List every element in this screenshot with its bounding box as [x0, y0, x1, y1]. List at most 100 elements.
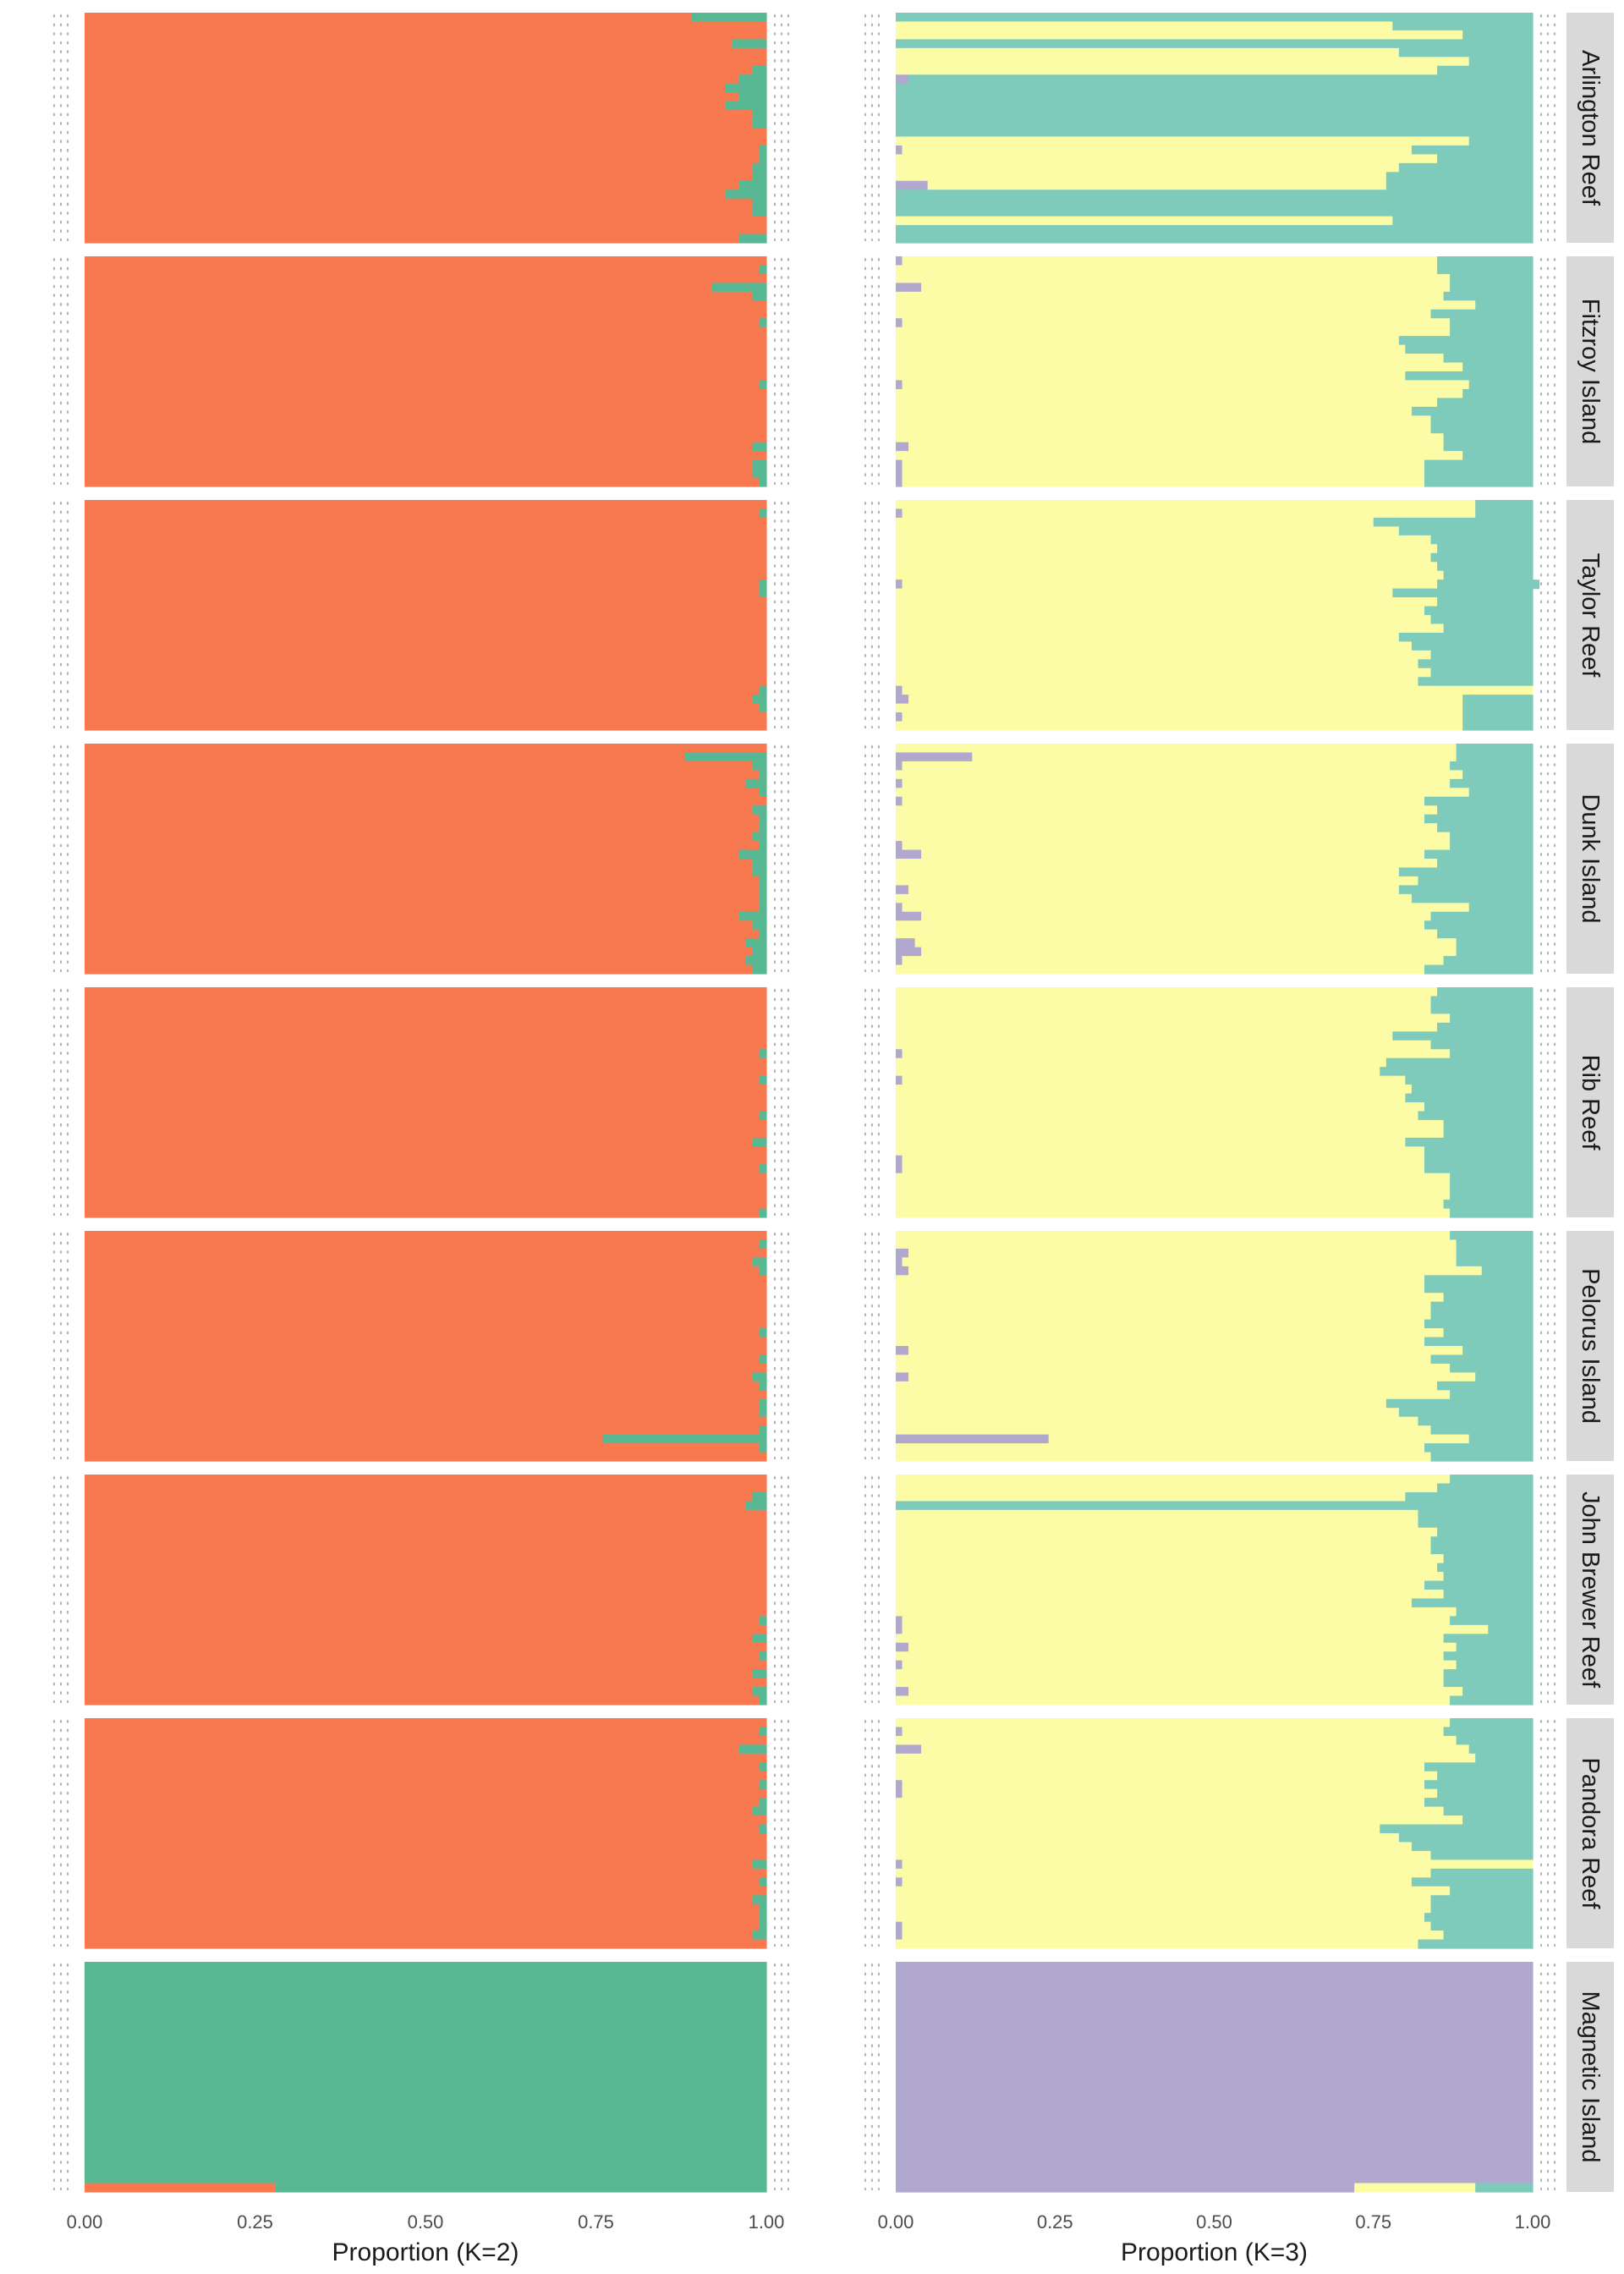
bar-segment: [85, 291, 754, 301]
bar-segment: [896, 1762, 1425, 1772]
bar-segment: [902, 380, 1470, 390]
bar-segment: [896, 641, 1413, 651]
bar-segment: [85, 2174, 767, 2184]
bar-segment: [902, 956, 1445, 966]
bar-segment: [896, 1913, 1425, 1923]
bar-segment: [896, 964, 1425, 975]
bar-segment: [732, 39, 767, 49]
bar-segment: [896, 1483, 1438, 1493]
bar-segment: [902, 685, 1533, 695]
bar-segment: [745, 778, 767, 788]
bar-segment: [85, 118, 754, 129]
bar-segment: [896, 1921, 903, 1931]
bar-segment: [85, 1146, 767, 1156]
bar-segment: [896, 469, 903, 479]
bar-segment: [896, 1093, 1406, 1103]
bar-segment: [85, 2077, 767, 2087]
bar-segment: [85, 2139, 767, 2149]
bar-segment: [85, 1762, 760, 1772]
bar-segment: [85, 841, 760, 851]
bar-segment: [1424, 1102, 1533, 1112]
bar-segment: [85, 2050, 767, 2060]
bar-segment: [85, 1049, 760, 1059]
bar-segment: [1424, 469, 1533, 479]
bar-segment: [1443, 1590, 1533, 1600]
bar-segment: [85, 336, 767, 346]
bar-segment: [85, 987, 767, 997]
bar-segment: [85, 1390, 767, 1400]
bar-segment: [759, 876, 767, 886]
bar-segment: [725, 83, 767, 93]
bar-segment: [1462, 721, 1533, 731]
bar-segment: [896, 2059, 1533, 2069]
bar-segment: [896, 1200, 1445, 1210]
bar-segment: [85, 796, 767, 806]
bar-segment: [85, 1962, 767, 1972]
bar-segment: [85, 685, 760, 695]
bar-segment: [85, 1563, 767, 1573]
bar-segment: [896, 198, 1533, 208]
bar-segment: [759, 1328, 767, 1338]
bar-segment: [85, 30, 767, 40]
bar-segment: [896, 2112, 1533, 2122]
x-tick-label: 0.50: [1196, 2211, 1232, 2233]
bar-segment: [1456, 1248, 1533, 1258]
bar-segment: [902, 1075, 1406, 1085]
bar-segment: [85, 1718, 767, 1728]
bar-segment: [1450, 1182, 1533, 1192]
bar-segment: [752, 207, 767, 217]
bar-segment: [896, 110, 1533, 120]
bar-segment: [1443, 1200, 1533, 1210]
bar-segment: [921, 849, 1425, 860]
bar-segment: [896, 1354, 1432, 1365]
bar-segment: [85, 1753, 767, 1763]
bar-segment: [85, 659, 767, 669]
bar-segment: [902, 1164, 1425, 1174]
bar-segment: [1456, 1257, 1533, 1267]
bar-segment: [85, 2129, 767, 2139]
bar-segment: [85, 2041, 767, 2052]
facet-strip: [1566, 1475, 1614, 1705]
bar-segment: [759, 1111, 767, 1121]
bar-segment: [1411, 1085, 1533, 1095]
bar-segment: [1450, 1049, 1533, 1059]
bar-segment: [85, 256, 767, 266]
bar-segment: [896, 876, 1419, 886]
bar-segment: [902, 1780, 1425, 1790]
bar-segment: [908, 442, 1445, 452]
bar-segment: [85, 964, 754, 975]
bar-segment: [752, 442, 767, 452]
bar-segment: [85, 406, 767, 416]
bar-segment: [85, 327, 767, 337]
bar-segment: [1418, 876, 1533, 886]
bar-segment: [752, 459, 767, 470]
bar-segment: [85, 1877, 760, 1887]
bar-segment: [85, 1921, 760, 1931]
bar-segment: [896, 1031, 1393, 1041]
bar-segment: [1398, 885, 1533, 895]
bar-segment: [1398, 336, 1533, 346]
bar-segment: [896, 1164, 903, 1174]
bar-segment: [902, 1727, 1445, 1737]
bar-segment: [896, 1137, 1406, 1147]
facet-fitzroy-island: [864, 256, 1556, 487]
bar-segment: [902, 1616, 1451, 1626]
bar-segment: [85, 1283, 767, 1294]
bar-segment: [85, 216, 767, 226]
bar-segment: [896, 1337, 1425, 1347]
bar-segment: [1450, 1173, 1533, 1183]
bar-segment: [896, 1850, 1432, 1860]
bar-segment: [1437, 597, 1533, 607]
bar-segment: [85, 442, 754, 452]
facet-magnetic-island: [52, 1962, 790, 2193]
bar-segment: [896, 13, 1533, 23]
bar-segment: [85, 849, 740, 860]
bar-segment: [1430, 1425, 1533, 1436]
bar-segment: [1437, 929, 1533, 939]
bar-segment: [1430, 1903, 1533, 1914]
bar-segment: [1450, 841, 1533, 851]
bar-segment: [85, 1545, 767, 1555]
bar-segment: [752, 867, 767, 877]
bar-segment: [921, 283, 1451, 293]
bar-segment: [896, 579, 903, 590]
